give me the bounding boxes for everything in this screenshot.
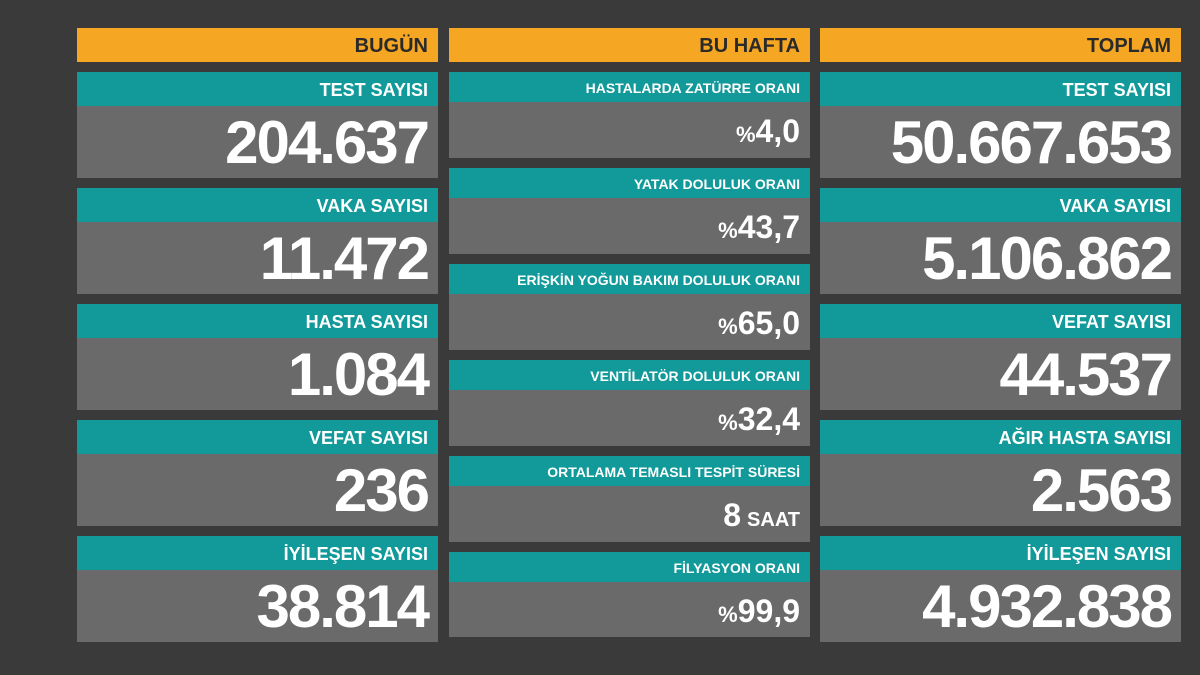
stat-label: İYİLEŞEN SAYISI	[77, 536, 438, 570]
stat-value-box: 38.814	[77, 570, 438, 642]
stat-label: HASTA SAYISI	[77, 304, 438, 338]
stat-value-box: %65,0	[449, 294, 810, 350]
stat-value-box: 204.637	[77, 106, 438, 178]
stat-label: TEST SAYISI	[820, 72, 1181, 106]
stat-cell: VENTİLATÖR DOLULUK ORANI %32,4	[449, 360, 810, 446]
column-header: BUGÜN	[77, 28, 438, 62]
stat-value-box: %32,4	[449, 390, 810, 446]
stat-value: 2.563	[1030, 457, 1173, 524]
stat-label: ERİŞKİN YOĞUN BAKIM DOLULUK ORANI	[449, 264, 810, 294]
stat-value: 44.537	[999, 341, 1173, 408]
stat-label: FİLYASYON ORANI	[449, 552, 810, 582]
stat-value: 50.667.653	[890, 109, 1173, 176]
stat-prefix: %	[718, 410, 738, 435]
stat-label: VEFAT SAYISI	[77, 420, 438, 454]
stat-value-box: 5.106.862	[820, 222, 1181, 294]
stat-prefix: %	[718, 602, 738, 627]
stat-value: 11.472	[259, 225, 430, 292]
stat-value: 1.084	[287, 341, 430, 408]
stat-value: 8	[723, 497, 742, 533]
stat-cell: TEST SAYISI 50.667.653	[820, 72, 1181, 178]
stat-label: VAKA SAYISI	[77, 188, 438, 222]
stat-value: 4,0	[755, 113, 800, 149]
stat-value-box: 236	[77, 454, 438, 526]
stat-value-box: %99,9	[449, 582, 810, 637]
stat-cell: VAKA SAYISI 11.472	[77, 188, 438, 294]
stat-value: 99,9	[737, 593, 800, 629]
stat-label: YATAK DOLULUK ORANI	[449, 168, 810, 198]
column-header: TOPLAM	[820, 28, 1181, 62]
stat-value-box: 2.563	[820, 454, 1181, 526]
column: TOPLAM TEST SAYISI 50.667.653 VAKA SAYISI 5.…	[820, 28, 1181, 652]
stat-value: 32,4	[737, 401, 800, 437]
stat-value-box: 8 SAAT	[449, 486, 810, 542]
stat-prefix: %	[718, 314, 738, 339]
stat-cell: ERİŞKİN YOĞUN BAKIM DOLULUK ORANI %65,0	[449, 264, 810, 350]
stat-value: 5.106.862	[922, 225, 1173, 292]
stat-label: ORTALAMA TEMASLI TESPİT SÜRESİ	[449, 456, 810, 486]
stat-label: VAKA SAYISI	[820, 188, 1181, 222]
stat-value: 4.932.838	[922, 573, 1173, 640]
stat-value: 65,0	[737, 305, 800, 341]
stat-label: HASTALARDA ZATÜRRE ORANI	[449, 72, 810, 102]
stat-cell: HASTALARDA ZATÜRRE ORANI %4,0	[449, 72, 810, 158]
stat-cell: HASTA SAYISI 1.084	[77, 304, 438, 410]
stat-label: VENTİLATÖR DOLULUK ORANI	[449, 360, 810, 390]
column-header: BU HAFTA	[449, 28, 810, 62]
stat-cell: TEST SAYISI 204.637	[77, 72, 438, 178]
stat-cell: YATAK DOLULUK ORANI %43,7	[449, 168, 810, 254]
stat-value-box: %43,7	[449, 198, 810, 254]
stat-value-box: %4,0	[449, 102, 810, 158]
stat-cell: İYİLEŞEN SAYISI 4.932.838	[820, 536, 1181, 642]
stat-value-box: 11.472	[77, 222, 438, 294]
stat-value-box: 4.932.838	[820, 570, 1181, 642]
stat-label: VEFAT SAYISI	[820, 304, 1181, 338]
column: BU HAFTA HASTALARDA ZATÜRRE ORANI %4,0 YATA…	[449, 28, 810, 647]
stat-label: AĞIR HASTA SAYISI	[820, 420, 1181, 454]
stat-value: 236	[333, 457, 430, 524]
stat-cell: VEFAT SAYISI 236	[77, 420, 438, 526]
stat-cell: ORTALAMA TEMASLI TESPİT SÜRESİ 8 SAAT	[449, 456, 810, 542]
stat-cell: İYİLEŞEN SAYISI 38.814	[77, 536, 438, 642]
stat-value: 43,7	[737, 209, 800, 245]
stat-value: 38.814	[256, 573, 430, 640]
stat-cell: VEFAT SAYISI 44.537	[820, 304, 1181, 410]
stat-value-box: 50.667.653	[820, 106, 1181, 178]
stat-cell: VAKA SAYISI 5.106.862	[820, 188, 1181, 294]
stat-value: 204.637	[225, 109, 430, 176]
stat-label: İYİLEŞEN SAYISI	[820, 536, 1181, 570]
stat-label: TEST SAYISI	[77, 72, 438, 106]
stat-prefix: %	[718, 218, 738, 243]
stat-suffix: SAAT	[747, 509, 800, 531]
stat-prefix: %	[735, 122, 756, 147]
stat-cell: FİLYASYON ORANI %99,9	[449, 552, 810, 637]
stat-cell: AĞIR HASTA SAYISI 2.563	[820, 420, 1181, 526]
stat-value-box: 44.537	[820, 338, 1181, 410]
stat-value-box: 1.084	[77, 338, 438, 410]
column: BUGÜN TEST SAYISI 204.637 VAKA SAYISI 11.472…	[77, 28, 438, 652]
